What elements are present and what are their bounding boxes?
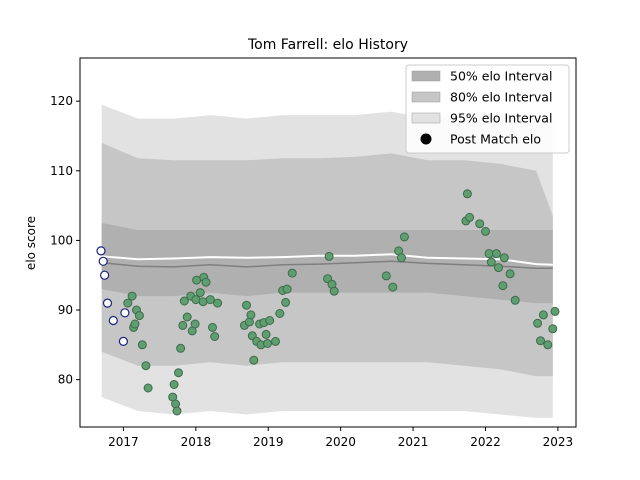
legend-swatch-post-match [420,133,432,145]
post-match-point [127,291,137,301]
median-elo-line [101,260,553,270]
post-match-point [543,340,553,350]
x-tick-label: 2017 [108,435,139,449]
x-tick-label: 2023 [543,435,574,449]
x-tick-label: 2020 [325,435,356,449]
post-match-point-initial [96,246,106,256]
post-match-point [134,311,144,321]
data-points [96,189,560,416]
post-match-point [486,257,496,267]
post-match-point [282,284,292,294]
y-tick-label: 100 [50,233,73,247]
post-match-point [249,355,259,365]
post-match-point-initial [99,270,110,280]
post-match-point [494,263,503,273]
legend: 50% elo Interval 80% elo Interval 95% elo … [405,64,570,154]
post-match-point [538,310,548,320]
y-tick-label: 90 [58,303,73,317]
post-match-point [281,297,291,307]
post-match-point [548,324,558,334]
post-match-point [275,309,285,318]
y-tick-label: 80 [58,373,73,387]
post-match-point-initial [98,256,108,266]
post-match-point [143,383,153,393]
post-match-point [190,319,200,329]
post-match-point [462,189,472,199]
post-match-point [265,316,275,325]
x-tick-label: 2019 [253,435,284,449]
post-match-point [123,298,133,308]
y-axis-label: elo score [24,216,38,270]
axes: 2017 2018 2019 2020 2021 2022 2023 80 90 100 110 12… [50,57,577,449]
post-match-point [172,406,182,416]
legend-entry-label: 80% elo Interval [450,90,552,105]
post-match-point [381,271,391,281]
post-match-point [329,286,339,296]
post-match-point [550,306,560,316]
post-match-point [178,320,188,330]
post-match-point [208,322,217,332]
post-match-point [169,380,179,389]
legend-swatch-band80 [411,91,441,103]
post-match-point [263,339,272,348]
legend-entry-label: 50% elo Interval [450,69,552,84]
post-match-point [182,312,192,322]
post-match-point [498,281,508,291]
post-match-point [174,368,183,378]
post-match-point [397,253,406,263]
legend-box [405,64,570,154]
post-match-point [213,298,223,308]
x-tick-label: 2022 [470,435,501,449]
post-match-point [499,253,509,263]
x-tick-label: 2018 [181,435,212,449]
post-match-point-initial [120,308,130,318]
post-match-point [475,219,485,229]
post-match-point [481,226,490,236]
post-match-point [137,340,147,350]
post-match-point [399,232,409,242]
post-match-point [536,336,545,346]
post-match-point [205,295,215,305]
post-match-point [210,332,220,341]
post-match-point-initial [118,336,129,346]
post-match-point-initial [102,298,113,308]
post-match-point [287,268,297,278]
post-match-point [242,300,251,310]
post-match-point [510,295,520,305]
post-match-point [141,361,151,371]
legend-entry-label: Post Match elo [450,132,541,147]
x-tick-label: 2021 [398,435,429,449]
legend-swatch-band50 [411,70,441,82]
post-match-point [505,269,515,279]
post-match-point [201,277,211,287]
post-match-point [246,310,256,320]
chart-title: Tom Farrell: elo History [247,37,408,53]
post-match-point [491,249,501,259]
post-match-point [271,336,280,346]
post-match-point-initial [108,315,118,326]
post-match-point [176,343,186,353]
post-match-point [261,329,271,339]
post-match-point [195,288,205,298]
plot-frame [79,57,577,428]
post-match-point [388,282,398,292]
y-tick-label: 120 [50,94,73,108]
post-match-point [324,251,334,261]
y-tick-label: 110 [50,164,73,178]
legend-entry-label: 95% elo Interval [450,111,552,126]
post-match-point [465,212,475,222]
legend-swatch-band95 [411,112,441,124]
post-match-point [533,318,543,328]
post-match-point [130,319,140,329]
post-match-point [179,296,189,306]
